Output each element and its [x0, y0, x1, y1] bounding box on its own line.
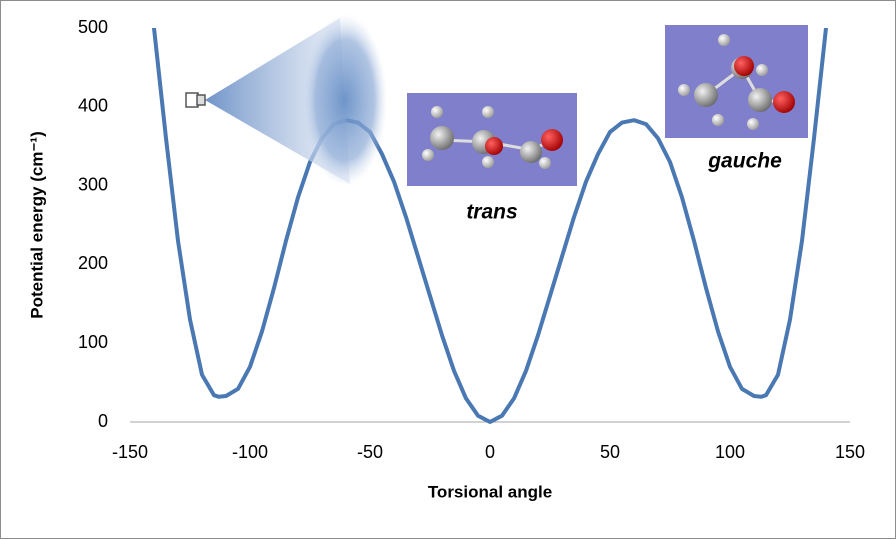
spray-illustration: [185, 14, 387, 186]
y-tick-label: 200: [78, 253, 108, 273]
y-tick-label: 500: [78, 17, 108, 37]
y-tick-label: 300: [78, 174, 108, 194]
x-tick-label: 100: [715, 442, 745, 462]
y-axis-title: Potential energy (cm⁻¹): [27, 131, 46, 319]
trans-label: trans: [466, 201, 517, 224]
x-tick-label: -150: [112, 442, 148, 462]
x-tick-label: 0: [485, 442, 495, 462]
x-tick-label: -50: [357, 442, 383, 462]
y-tick-label: 100: [78, 332, 108, 352]
x-tick-label: 50: [600, 442, 620, 462]
gauche-molecule: [665, 25, 808, 138]
x-tick-label: -100: [232, 442, 268, 462]
y-tick-label: 0: [98, 411, 108, 431]
y-tick-label: 400: [78, 96, 108, 116]
x-tick-label: 150: [835, 442, 865, 462]
energy-curve: [152, 28, 828, 424]
x-axis-title: Torsional angle: [428, 482, 552, 501]
trans-molecule: [407, 93, 577, 186]
gauche-label: gauche: [707, 150, 782, 173]
